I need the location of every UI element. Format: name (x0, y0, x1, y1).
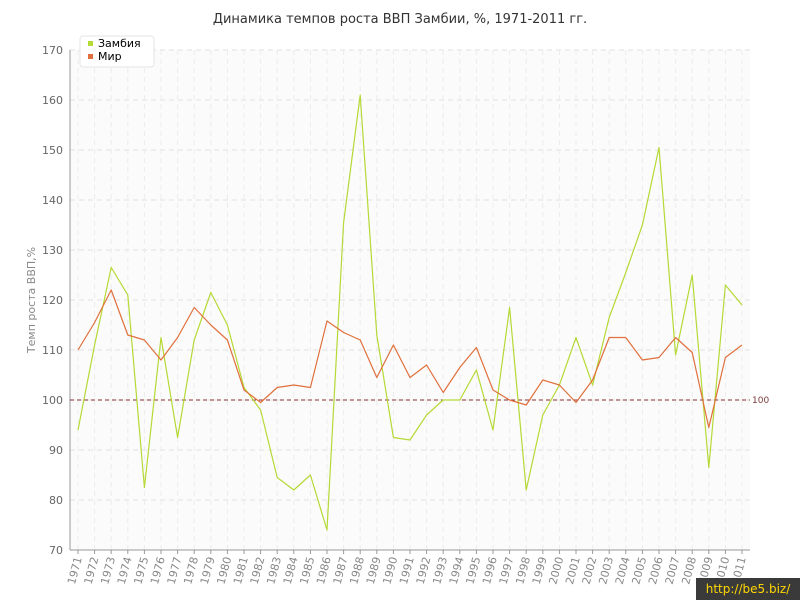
x-tick-labels: 1971197219731974197519761977197819791980… (65, 555, 749, 585)
series-line-world (77, 289, 743, 429)
legend-label: Замбия (98, 37, 141, 50)
y-axis-label: Темп роста ВВП,% (25, 247, 38, 354)
legend-label: Мир (98, 50, 122, 63)
series-line-zambia (77, 94, 743, 531)
y-tick-label: 160 (42, 94, 63, 107)
y-tick-label: 140 (42, 194, 63, 207)
y-tick-label: 70 (49, 544, 63, 557)
legend-swatch (88, 54, 93, 59)
legend-swatch (88, 41, 93, 46)
series-group (77, 94, 743, 531)
y-tick-label: 80 (49, 494, 63, 507)
legend-box (79, 35, 155, 68)
reference-line-group: 100 (70, 396, 769, 406)
axes (69, 50, 750, 554)
watermark: http://be5.biz/ (696, 578, 800, 600)
y-tick-label: 130 (42, 244, 63, 257)
chart-title: Динамика темпов роста ВВП Замбии, %, 197… (213, 12, 587, 27)
y-tick-label: 100 (42, 394, 63, 407)
y-tick-label: 110 (42, 344, 63, 357)
y-tick-labels: 70 80 90 100 110 120 130 140 150 160 170 (42, 44, 63, 557)
y-tick-label: 150 (42, 144, 63, 157)
reference-line-label: 100 (752, 396, 769, 406)
y-tick-label: 170 (42, 44, 63, 57)
y-tick-label: 120 (42, 294, 63, 307)
y-tick-label: 90 (49, 444, 63, 457)
